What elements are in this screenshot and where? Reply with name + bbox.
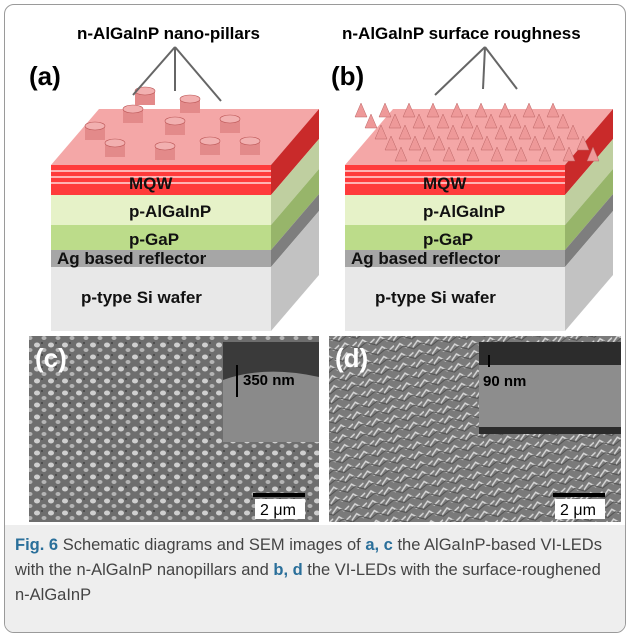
nano-pillar-top: [165, 117, 185, 125]
layer-label: Ag based reflector: [351, 249, 501, 268]
layer-label: p-AlGaInP: [423, 202, 505, 221]
roughness-pyramid: [355, 103, 367, 117]
panel-title: n-AlGaInP nano-pillars: [77, 24, 260, 43]
panel-title: n-AlGaInP surface roughness: [342, 24, 581, 43]
layer-label: p-GaP: [129, 230, 179, 249]
scale-label: 2 μm: [560, 502, 596, 519]
nano-pillar-top: [123, 105, 143, 113]
layer-label: MQW: [423, 174, 467, 193]
inset-scale: 350 nm: [243, 372, 295, 389]
caption-ref: a, c: [365, 536, 393, 554]
caption: Fig. 6 Schematic diagrams and SEM images…: [5, 525, 625, 632]
panel-label: (b): [331, 61, 364, 91]
caption-text: Schematic diagrams and SEM images of: [63, 536, 366, 554]
layer-label: p-type Si wafer: [375, 288, 496, 307]
caption-ref: b, d: [273, 561, 302, 579]
panel-label: (a): [29, 61, 61, 91]
nano-pillar-top: [155, 142, 175, 150]
layer-label: p-type Si wafer: [81, 288, 202, 307]
pointer-arrow: [133, 47, 175, 95]
nano-pillar-top: [200, 137, 220, 145]
inset-scale: 90 nm: [483, 373, 526, 390]
panel-label: (c): [35, 343, 67, 373]
layer-label: MQW: [129, 174, 173, 193]
caption-label: Fig. 6: [15, 536, 58, 554]
scale-label: 2 μm: [260, 502, 296, 519]
nano-pillar-top: [240, 137, 260, 145]
nano-pillar-top: [180, 95, 200, 103]
pointer-arrow: [485, 47, 517, 89]
pointer-arrow: [175, 47, 221, 101]
layer-label: p-AlGaInP: [129, 202, 211, 221]
nano-pillar-top: [85, 122, 105, 130]
pointer-arrow: [435, 47, 485, 95]
nano-pillar-top: [105, 139, 125, 147]
pointer-arrow: [483, 47, 485, 89]
roughness-pyramid: [379, 103, 391, 117]
layer-label: p-GaP: [423, 230, 473, 249]
panel-label: (d): [335, 343, 368, 373]
layer-label: Ag based reflector: [57, 249, 207, 268]
nano-pillar-top: [220, 115, 240, 123]
